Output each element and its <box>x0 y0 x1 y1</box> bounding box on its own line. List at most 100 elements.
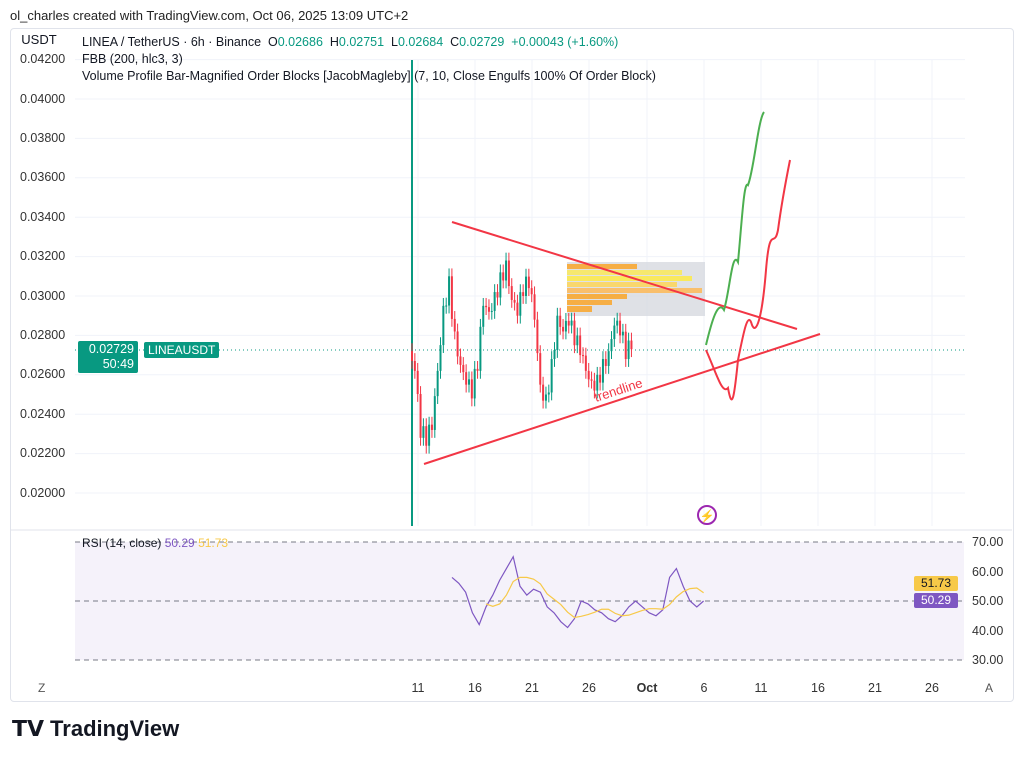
tv-logo-icon: 𝗧𝗩 <box>12 716 45 741</box>
price-tick: 0.03000 <box>20 288 66 303</box>
time-tick: 16 <box>811 681 825 695</box>
rsi-line <box>451 555 704 629</box>
close-value: 0.02729 <box>459 35 505 49</box>
candle-body <box>507 260 510 287</box>
candle-body <box>601 359 604 383</box>
candle-body <box>530 288 533 295</box>
time-tick: 6 <box>700 681 708 695</box>
price-tick: 0.04000 <box>20 91 66 106</box>
candles <box>411 252 633 454</box>
candle-body <box>413 361 416 371</box>
brand-name: TradingView <box>50 716 180 741</box>
rsi-title[interactable]: RSI (14, close) <box>82 536 162 550</box>
price-tick: 0.02200 <box>20 446 66 461</box>
candle-body <box>490 310 493 312</box>
lower-trendline[interactable] <box>423 333 821 465</box>
time-tick: 16 <box>468 681 482 695</box>
rsi-ma-tag: 51.73 <box>914 576 958 591</box>
candle-body <box>450 276 453 319</box>
candle-body <box>416 370 419 394</box>
high-value: 0.02751 <box>338 35 385 49</box>
candle-body <box>439 345 442 371</box>
price-tick: 0.03400 <box>20 209 66 224</box>
candle-body <box>419 393 422 438</box>
candle-body <box>522 292 525 296</box>
candle-body <box>462 364 465 373</box>
candle-body <box>621 331 624 336</box>
time-tick: 11 <box>754 681 768 695</box>
lightning-icon: ⚡ <box>700 509 715 523</box>
chart-frame <box>10 28 1014 702</box>
symbol-title[interactable]: LINEA / TetherUS · 6h · Binance <box>82 35 262 49</box>
bearish-projection[interactable] <box>705 159 791 401</box>
candle-body <box>422 426 425 438</box>
candle-body <box>428 424 431 446</box>
candle-body <box>564 320 567 332</box>
time-tick: 21 <box>868 681 882 695</box>
candle-body <box>442 305 445 346</box>
candle-body <box>502 272 505 281</box>
time-tick: 21 <box>525 681 539 695</box>
rsi-tick: 50.00 <box>972 594 1004 608</box>
volume-profile-bars <box>567 264 702 312</box>
close-label: C <box>450 35 460 49</box>
candle-body <box>550 359 553 393</box>
candle-body <box>570 320 573 326</box>
candle-body <box>610 339 613 352</box>
rsi-ma-line <box>485 576 704 619</box>
candle-body <box>576 335 579 346</box>
rsi-value-tag: 50.29 <box>914 593 958 608</box>
candle-body <box>593 380 596 391</box>
open-value: 0.02686 <box>277 35 323 49</box>
candle-body <box>453 318 456 332</box>
time-tick: Oct <box>636 681 658 695</box>
price-change: +0.00043 (+1.60%) <box>511 35 619 49</box>
candle-body <box>513 299 516 303</box>
candle-body <box>482 305 485 327</box>
indicator-fbb[interactable]: FBB (200, hlc3, 3) <box>82 52 183 66</box>
last-price-tag: 0.02729 50:49 <box>78 341 138 373</box>
auto-scale-button[interactable]: A <box>985 681 994 695</box>
candle-body <box>596 374 599 391</box>
candle-body <box>559 315 562 327</box>
legend: LINEA / TetherUS · 6h · Binance O0.02686… <box>82 34 656 85</box>
candle-body <box>619 320 622 336</box>
candle-body <box>553 349 556 360</box>
candle-body <box>544 394 547 401</box>
rsi-legend-ma: 51.73 <box>198 536 229 550</box>
price-tick: 0.02000 <box>20 485 66 500</box>
high-label: H <box>329 35 339 49</box>
chart-credit: ol_charles created with TradingView.com,… <box>10 8 409 23</box>
candle-body <box>459 356 462 365</box>
bullish-projection[interactable] <box>705 111 765 346</box>
open-label: O <box>267 35 278 49</box>
candle-body <box>599 374 602 383</box>
candle-body <box>613 325 616 340</box>
candle-body <box>433 396 436 430</box>
price-tick: 0.03800 <box>20 130 66 145</box>
indicator-volume-profile[interactable]: Volume Profile Bar-Magnified Order Block… <box>82 69 656 83</box>
candle-body <box>456 331 459 357</box>
rsi-tick: 30.00 <box>972 653 1004 667</box>
price-tick: 0.04200 <box>20 52 66 67</box>
candle-body <box>479 326 482 371</box>
candle-body <box>547 392 550 395</box>
upper-trendline[interactable] <box>451 221 798 330</box>
candle-body <box>499 272 502 298</box>
price-tick: 0.02400 <box>20 406 66 421</box>
candle-body <box>505 260 508 281</box>
candle-body <box>627 340 630 360</box>
candle-body <box>448 276 451 306</box>
zoom-button[interactable]: Z <box>38 681 46 695</box>
candle-body <box>430 424 433 430</box>
price-tick: 0.02800 <box>20 327 66 342</box>
currency-button[interactable]: USDT <box>14 30 64 50</box>
candle-body <box>425 426 428 446</box>
price-tick: 0.02600 <box>20 367 66 382</box>
event-icon[interactable] <box>697 505 717 525</box>
candle-body <box>525 276 527 296</box>
candle-body <box>579 335 582 356</box>
candle-body <box>496 292 499 298</box>
candle-body <box>590 379 593 381</box>
